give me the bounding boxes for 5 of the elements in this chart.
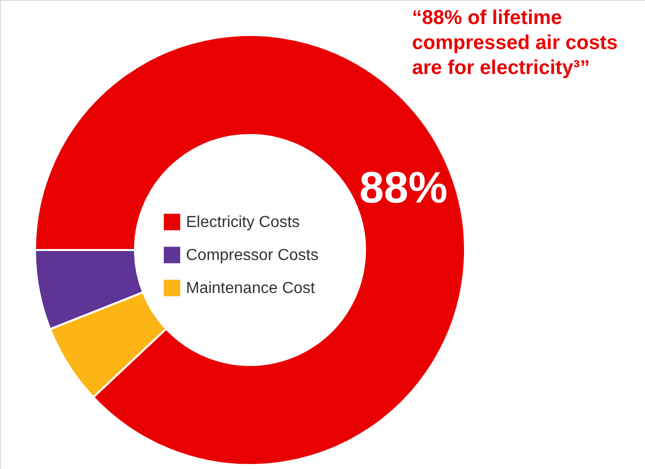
legend-label: Maintenance Cost [186, 280, 316, 297]
legend-label: Electricity Costs [186, 214, 300, 231]
data-label: 88% [359, 163, 448, 212]
legend-label: Compressor Costs [186, 247, 318, 264]
text: “88% of lifetime compressed air costs are for electricity³” [412, 7, 618, 79]
